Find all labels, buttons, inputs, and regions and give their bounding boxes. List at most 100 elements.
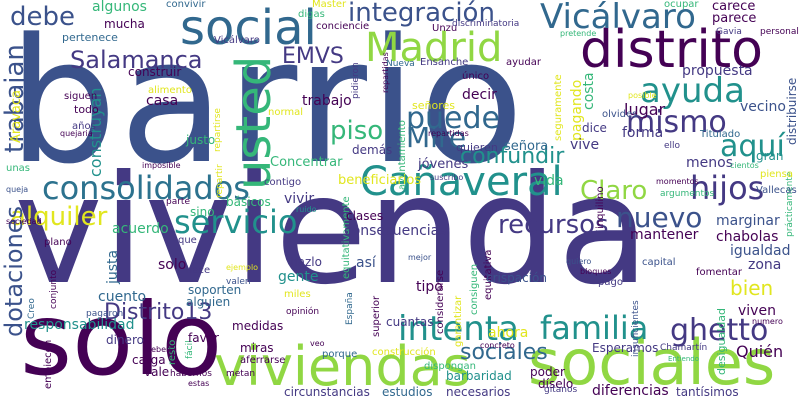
word-asi: así	[356, 255, 376, 271]
word-igualdad: igualdad	[730, 243, 791, 259]
word-medidas: medidas	[232, 319, 284, 333]
word-consolidados: consolidados	[42, 169, 250, 207]
word-aqui: aquí	[720, 129, 785, 164]
word-cientos: cientos	[730, 161, 759, 170]
word-vivir: vivir	[284, 191, 315, 207]
word-quejaria: quejaria	[60, 129, 93, 138]
word-construir: construir	[128, 65, 182, 79]
word-sociales: sociales	[528, 326, 776, 399]
word-piso: piso	[330, 116, 384, 146]
word-alquiler: alquiler	[10, 202, 108, 232]
word-practicamente: prácticamente	[785, 171, 795, 237]
word-cuantas: cuantas	[386, 315, 434, 329]
word-mantener: mantener	[630, 227, 699, 243]
word-ayudar: ayudar	[506, 57, 541, 68]
word-mismo: mismo	[626, 105, 727, 140]
word-empiecen2: deben	[146, 345, 172, 354]
word-responsabilidad: responsabilidad	[24, 317, 135, 333]
word-mucha: mucha	[104, 17, 145, 31]
word-piensa: piensa	[760, 169, 793, 180]
word-viven: viven	[738, 303, 776, 319]
word-todo: todo	[74, 103, 99, 116]
word-numero: numero	[752, 317, 783, 326]
word-vale: vale	[144, 365, 170, 379]
word-intenta: intenta	[398, 309, 519, 349]
word-clases: clases	[346, 209, 384, 223]
word-seguramente: seguramente	[553, 74, 564, 141]
word-hazlo: hazlo	[290, 255, 322, 269]
word-carece: carece	[712, 0, 756, 14]
word-plano: plano	[44, 237, 72, 248]
word-trabajo: trabajo	[302, 93, 352, 109]
word-contigo: contigo	[264, 177, 302, 188]
word-forma: forma	[622, 125, 664, 141]
word-desigualdad: desigualdad	[715, 308, 728, 375]
word-casa: casa	[146, 93, 179, 109]
word-decir: decir	[462, 87, 497, 103]
word-bloques: bloques	[580, 267, 612, 276]
word-barrio: barrio	[8, 1, 527, 202]
word-carga: carga	[132, 353, 166, 367]
word-diselo: díselo	[538, 377, 574, 391]
word-miras: miras	[240, 341, 274, 355]
word-nueva: Nueva	[386, 59, 415, 69]
word-veo: veo	[310, 339, 325, 348]
word-vida: vida	[534, 173, 564, 189]
word-alimento: alimento	[148, 85, 192, 96]
word-soporten: soporten	[188, 283, 242, 297]
word-opinion: opinión	[286, 307, 320, 317]
word-vecino: vecino	[740, 99, 786, 115]
word-aferrarse: aferrarse	[240, 355, 286, 366]
word-vallecas: Vallecas	[756, 185, 797, 196]
word-pertenece: pertenece	[62, 31, 118, 44]
word-dinero: dinero	[106, 333, 144, 347]
word-aravaca: Aravaca	[9, 90, 24, 143]
word-habernos: habernos	[170, 369, 212, 379]
word-debe: debe	[10, 2, 75, 32]
word-discriminatoria: discriminatoria	[452, 19, 520, 29]
word-puede: puede	[406, 101, 501, 136]
word-alguien: alguien	[186, 295, 231, 309]
word-anos: años	[72, 121, 96, 132]
word-ensanche: Ensanche	[420, 57, 469, 68]
word-ayuda: ayuda	[640, 71, 745, 111]
word-dice: dice	[582, 121, 607, 135]
word-chamartin: Chamartín	[660, 343, 708, 353]
word-ruido: ruido	[296, 205, 317, 214]
word-acuerdo: acuerdo	[112, 221, 169, 237]
word-vive: vive	[570, 137, 600, 153]
word-gran: gran	[756, 149, 784, 163]
word-integracion: integración	[348, 0, 495, 28]
word-jovenes: jóvenes	[418, 157, 469, 172]
word-cuento: cuento	[98, 289, 147, 305]
word-distrito: distrito	[580, 20, 763, 80]
word-solo2: solo	[158, 257, 187, 273]
word-senora: señora	[504, 139, 549, 154]
word-unzu: Unzu	[432, 23, 458, 34]
word-recursos: recursos	[498, 210, 609, 240]
word-momentos: momentos	[656, 177, 699, 186]
word-parece: parece	[712, 11, 757, 26]
word-sociales2: sociales	[460, 340, 548, 365]
word-social: social	[180, 0, 317, 56]
word-confundir: confundir	[460, 144, 565, 169]
word-tipo: tipo	[416, 279, 443, 295]
word-argumentos: argumentos	[660, 189, 715, 199]
word-creo: Creo	[27, 298, 37, 319]
word-gavia: Gavia	[716, 27, 742, 37]
word-justa: justa	[105, 249, 121, 284]
word-conciencie: conciencie	[316, 21, 370, 32]
word-unico: único	[462, 71, 490, 82]
word-mejor: mejor	[408, 253, 432, 262]
word-algunos: algunos	[92, 0, 147, 15]
word-consecuencias: consecuencias	[344, 223, 447, 239]
word-que: que	[178, 235, 197, 246]
word-entiendo: Entiendo	[668, 355, 700, 363]
word-basicos: básicos	[226, 195, 271, 209]
word-superior: superior	[371, 295, 382, 337]
word-ello: ello	[664, 141, 681, 151]
word-diferencias: diferencias	[592, 383, 669, 399]
word-ghetto: ghetto	[670, 313, 769, 348]
word-parte: parte	[166, 197, 190, 207]
word-fomentar: fomentar	[696, 267, 743, 278]
